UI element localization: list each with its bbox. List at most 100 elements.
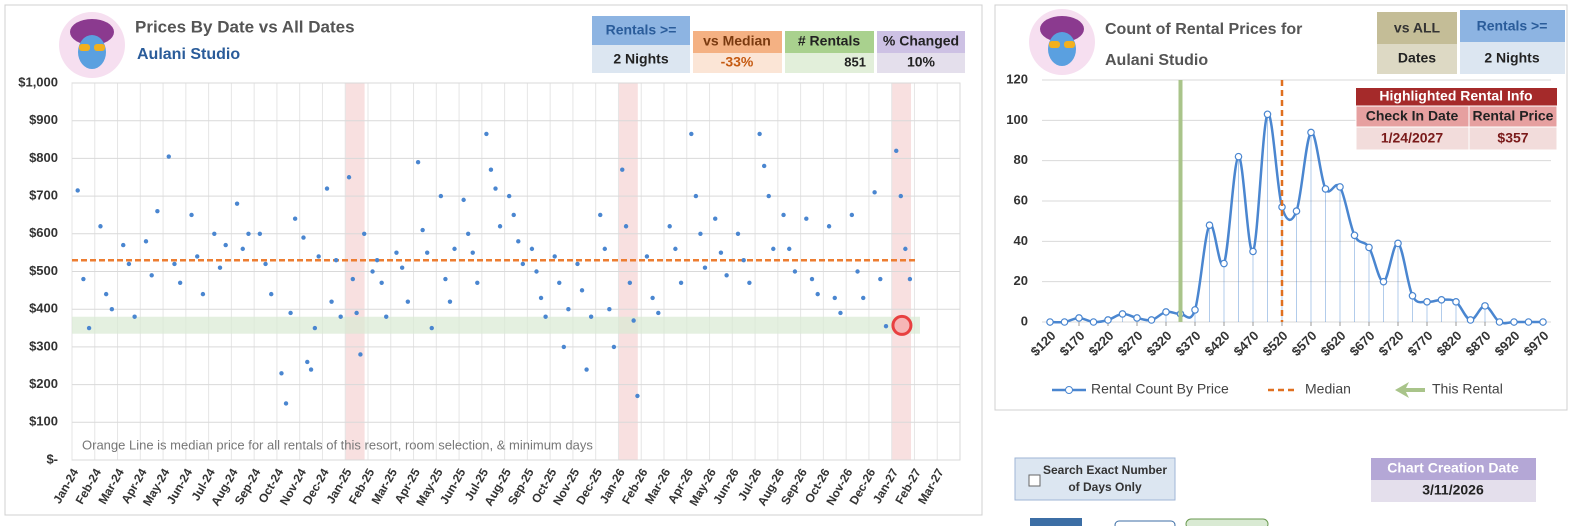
y-tick-label: $500	[29, 263, 58, 278]
data-point	[109, 307, 115, 312]
stat-box	[1371, 458, 1536, 480]
stat-box	[1377, 12, 1457, 44]
data-point	[1133, 314, 1141, 322]
data-point	[826, 224, 832, 229]
data-point	[246, 231, 251, 236]
data-point	[488, 167, 494, 172]
data-point	[452, 246, 457, 252]
data-point	[103, 291, 109, 297]
data-point	[420, 227, 425, 233]
y-tick-label: $400	[29, 301, 58, 316]
data-point	[283, 401, 289, 406]
data-point	[781, 212, 786, 218]
data-point	[399, 265, 405, 270]
data-point	[627, 280, 633, 286]
data-point	[575, 261, 580, 267]
data-point	[415, 159, 421, 165]
data-point	[766, 193, 771, 199]
data-point	[358, 352, 363, 357]
data-point	[907, 276, 913, 282]
data-point	[316, 254, 321, 259]
button[interactable]	[1030, 518, 1082, 526]
button[interactable]	[1114, 520, 1176, 526]
data-point	[257, 231, 263, 236]
y-tick-label: $900	[29, 112, 58, 127]
data-point	[379, 280, 384, 286]
stat-box	[877, 53, 965, 73]
legend-label: This Rental	[1432, 381, 1503, 397]
data-point	[650, 295, 655, 301]
stat-label: # Rentals	[798, 33, 860, 49]
data-point	[301, 235, 306, 240]
data-point	[1046, 318, 1054, 326]
y-tick-label: 100	[1006, 112, 1028, 127]
data-point	[1234, 152, 1243, 161]
table-cell	[1468, 126, 1558, 151]
chart-title: Prices By Date vs All Dates	[135, 17, 355, 36]
data-point	[1423, 298, 1431, 306]
y-tick-label: 60	[1014, 192, 1028, 207]
data-point	[1524, 318, 1533, 326]
data-point	[86, 325, 92, 331]
data-point	[849, 212, 855, 218]
data-point	[815, 291, 820, 297]
data-point	[602, 246, 607, 252]
data-point	[212, 231, 217, 236]
data-point	[405, 299, 411, 304]
data-point	[362, 231, 367, 236]
data-point	[126, 261, 132, 267]
data-point	[1379, 277, 1388, 286]
data-point	[1205, 221, 1214, 230]
data-point	[1249, 247, 1257, 256]
data-point	[678, 280, 684, 286]
stat-label: Chart Creation Date	[1387, 460, 1519, 476]
stat-label: Rentals >=	[1477, 18, 1548, 34]
y-tick-label: $600	[29, 225, 58, 240]
data-point	[461, 197, 466, 203]
data-point	[279, 371, 284, 376]
data-point	[1089, 318, 1098, 326]
checkbox[interactable]	[1028, 474, 1041, 487]
data-point	[1394, 239, 1402, 248]
data-point	[384, 314, 389, 319]
chart-subtitle: Aulani Studio	[1105, 52, 1208, 69]
stat-value: Dates	[1398, 50, 1436, 66]
data-point	[121, 242, 126, 248]
data-point	[667, 224, 672, 229]
data-point	[493, 186, 498, 191]
data-point	[1191, 306, 1199, 314]
data-point	[635, 393, 640, 399]
data-point	[855, 269, 860, 274]
y-tick-label: $100	[29, 414, 58, 429]
data-point	[620, 167, 625, 172]
stat-value: 2 Nights	[1484, 50, 1539, 66]
data-point	[804, 216, 809, 221]
data-point	[566, 307, 571, 312]
data-point	[511, 212, 516, 218]
y-tick-label: 0	[1021, 313, 1028, 328]
stat-value: 2 Nights	[613, 51, 668, 67]
data-point	[195, 254, 200, 259]
stat-box	[592, 16, 690, 45]
data-point	[312, 325, 318, 331]
data-point	[465, 231, 471, 236]
button[interactable]	[1185, 518, 1269, 526]
data-point	[1321, 185, 1330, 193]
data-point	[838, 310, 843, 316]
search-toggle[interactable]	[1014, 457, 1176, 501]
search-label[interactable]: Search Exact Number of Days Only	[1042, 463, 1168, 494]
data-point	[529, 246, 535, 252]
data-point	[200, 291, 206, 297]
data-point	[809, 276, 815, 282]
data-point	[552, 254, 557, 259]
data-point	[516, 239, 521, 244]
data-point	[1365, 243, 1373, 252]
stat-value: 10%	[907, 54, 936, 70]
data-point	[223, 242, 228, 248]
data-point	[132, 314, 137, 319]
stat-box	[877, 31, 965, 53]
stat-value: 851	[844, 54, 866, 69]
data-point	[883, 323, 889, 329]
